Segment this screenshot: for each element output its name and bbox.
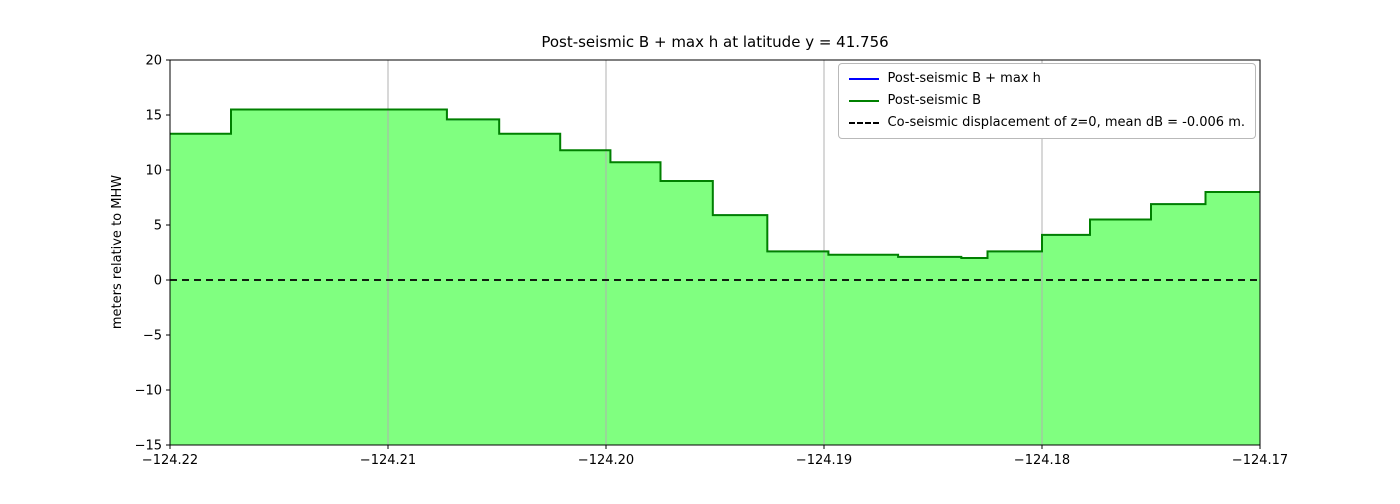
legend-line-dashed-icon — [848, 122, 879, 124]
y-axis-label: meters relative to MHW — [110, 175, 125, 329]
legend-line-blue-icon — [848, 78, 879, 80]
legend-item: Co-seismic displacement of z=0, mean dB … — [848, 115, 1246, 131]
legend-label: Co-seismic displacement of z=0, mean dB … — [887, 115, 1246, 130]
y-tick-label: 20 — [145, 54, 162, 69]
axes-border — [169, 59, 1261, 446]
x-tick-label: −124.17 — [1232, 453, 1288, 468]
legend-line-green-icon — [848, 100, 879, 102]
chart-title: Post-seismic B + max h at latitude y = 4… — [541, 33, 888, 51]
x-axis-ticks: −124.22 −124.21 −124.20 −124.19 −124.18 −124.… — [142, 445, 1288, 468]
x-tick-label: −124.20 — [578, 453, 634, 468]
y-axis-ticks: −15 −10 −5 0 5 10 15 20 — [135, 54, 170, 454]
legend-item: Post-seismic B + max h — [848, 71, 1246, 87]
plot-area: −124.22 −124.21 −124.20 −124.19 −124.18 −124.… — [110, 33, 1288, 468]
y-tick-label: −10 — [135, 384, 162, 399]
line-b — [170, 108, 1260, 259]
y-tick-label: −15 — [135, 439, 162, 454]
legend-label: Post-seismic B + max h — [887, 71, 1041, 86]
x-tick-label: −124.18 — [1014, 453, 1070, 468]
legend-item: Post-seismic B — [848, 93, 1246, 109]
legend-label: Post-seismic B — [887, 93, 982, 108]
x-tick-label: −124.22 — [142, 453, 198, 468]
area-fill — [170, 109, 1260, 445]
y-tick-label: 5 — [154, 219, 162, 234]
y-tick-label: 15 — [145, 109, 162, 124]
y-tick-label: −5 — [143, 329, 162, 344]
y-tick-label: 10 — [145, 164, 162, 179]
x-tick-label: −124.21 — [360, 453, 416, 468]
legend: Post-seismic B + max h Post-seismic B Co… — [837, 63, 1256, 139]
y-tick-label: 0 — [154, 274, 162, 289]
x-tick-label: −124.19 — [796, 453, 852, 468]
